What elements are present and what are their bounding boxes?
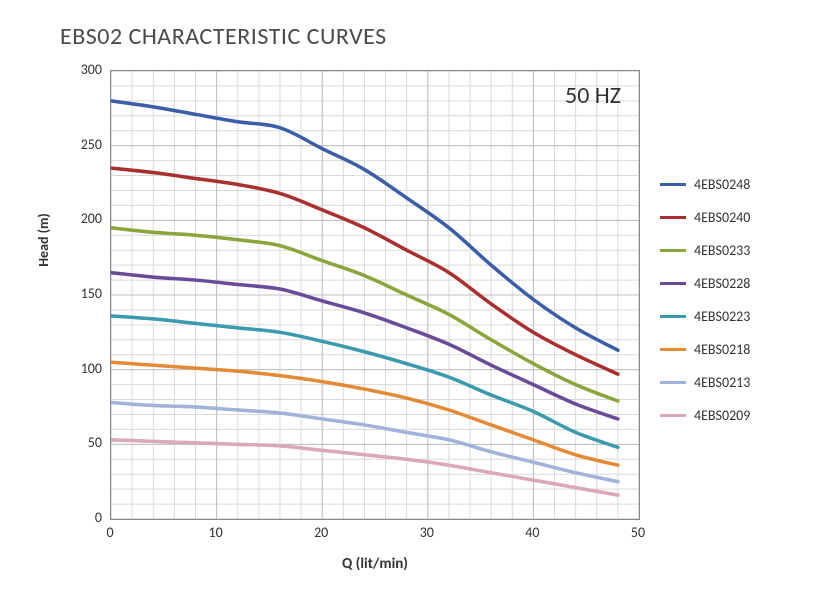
legend-swatch [660,348,686,351]
x-tick-label: 20 [306,524,336,541]
y-axis-label: Head (m) [35,180,52,300]
legend-label: 4EBS0209 [694,407,820,424]
legend-label: 4EBS0240 [694,209,820,226]
legend-item: 4EBS0240 [660,208,820,226]
x-tick-label: 50 [623,524,653,541]
legend: 4EBS0248 4EBS0240 4EBS0233 4EBS0228 4EBS0223… [660,175,820,439]
legend-item: 4EBS0223 [660,307,820,325]
legend-item: 4EBS0228 [660,274,820,292]
legend-item: 4EBS0248 [660,175,820,193]
legend-swatch [660,414,686,417]
y-tick-label: 50 [62,434,102,451]
legend-item: 4EBS0233 [660,241,820,259]
x-tick-label: 30 [412,524,442,541]
legend-swatch [660,282,686,285]
x-tick-label: 40 [517,524,547,541]
x-axis-label: Q (lit/min) [110,555,640,573]
frequency-annotation: 50 HZ [565,81,621,110]
legend-swatch [660,315,686,318]
legend-swatch [660,216,686,219]
legend-item: 4EBS0218 [660,340,820,358]
legend-swatch [660,183,686,186]
legend-swatch [660,381,686,384]
y-tick-label: 150 [62,285,102,302]
chart-title: EBS02 CHARACTERISTIC CURVES [60,22,387,51]
plot-area: 50 HZ [110,70,640,520]
y-tick-label: 250 [62,136,102,153]
legend-label: 4EBS0228 [694,275,820,292]
chart-container: EBS02 CHARACTERISTIC CURVES 50 HZ 0 50 100… [0,0,832,590]
y-tick-label: 300 [62,61,102,78]
plot-svg [111,71,639,519]
legend-swatch [660,249,686,252]
legend-label: 4EBS0223 [694,308,820,325]
x-tick-label: 0 [95,524,125,541]
legend-label: 4EBS0213 [694,374,820,391]
legend-item: 4EBS0213 [660,373,820,391]
x-tick-label: 10 [201,524,231,541]
y-tick-label: 100 [62,360,102,377]
legend-label: 4EBS0248 [694,176,820,193]
legend-label: 4EBS0233 [694,242,820,259]
y-tick-label: 200 [62,210,102,227]
legend-label: 4EBS0218 [694,341,820,358]
legend-item: 4EBS0209 [660,406,820,424]
